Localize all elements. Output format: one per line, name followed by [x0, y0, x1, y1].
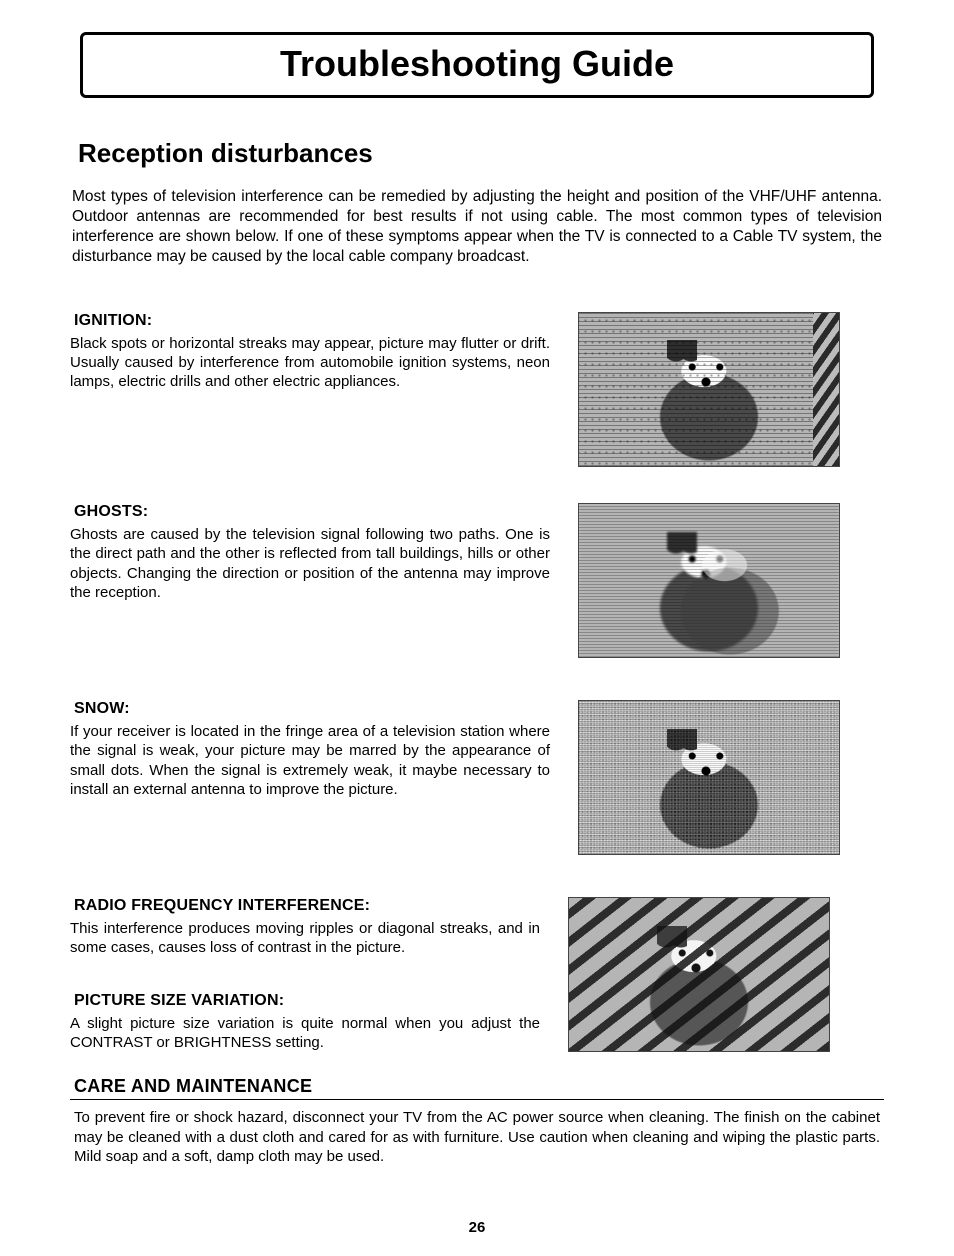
ignition-body: Black spots or horizontal streaks may ap…: [70, 334, 550, 392]
ghosts-body: Ghosts are caused by the television sign…: [70, 525, 550, 602]
item-ignition: IGNITION: Black spots or horizontal stre…: [70, 312, 884, 480]
snow-illustration: [578, 700, 840, 855]
psv-body: A slight picture size variation is quite…: [70, 1014, 540, 1052]
ignition-heading: IGNITION:: [74, 312, 550, 330]
page-container: Troubleshooting Guide Reception disturba…: [0, 32, 954, 1236]
section-title: Reception disturbances: [78, 138, 876, 169]
ghosts-illustration: [578, 503, 840, 658]
intro-paragraph: Most types of television interference ca…: [70, 187, 884, 268]
care-heading: CARE AND MAINTENANCE: [74, 1076, 880, 1097]
rf-body: This interference produces moving ripple…: [70, 919, 540, 957]
title-box: Troubleshooting Guide: [80, 32, 874, 98]
item-rf-psv: RADIO FREQUENCY INTERFERENCE: This inter…: [70, 897, 884, 1052]
psv-heading: PICTURE SIZE VARIATION:: [74, 992, 540, 1010]
page-title: Troubleshooting Guide: [83, 43, 871, 85]
snow-heading: SNOW:: [74, 700, 550, 718]
item-ghosts: GHOSTS: Ghosts are caused by the televis…: [70, 503, 884, 658]
item-snow: SNOW: If your receiver is located in the…: [70, 700, 884, 855]
ignition-illustration: [578, 312, 840, 467]
rf-heading: RADIO FREQUENCY INTERFERENCE:: [74, 897, 540, 915]
snow-body: If your receiver is located in the fring…: [70, 722, 550, 799]
rf-illustration: [568, 897, 830, 1052]
care-rule: [70, 1099, 884, 1100]
ghosts-heading: GHOSTS:: [74, 503, 550, 521]
page-number: 26: [70, 1219, 884, 1236]
care-body: To prevent fire or shock hazard, disconn…: [74, 1108, 880, 1167]
